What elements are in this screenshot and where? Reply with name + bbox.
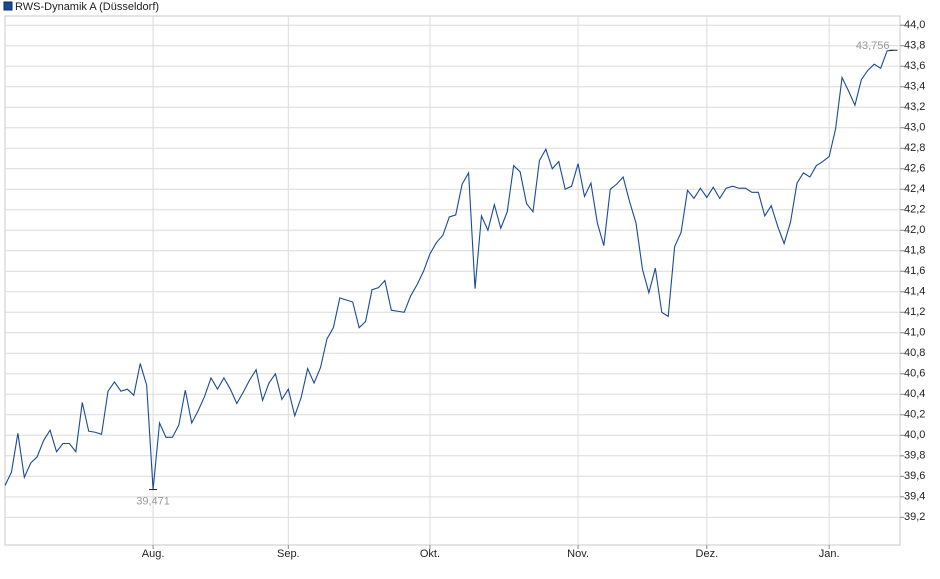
y-tick-label: 39,2 bbox=[904, 511, 925, 523]
legend-label: RWS-Dynamik A (Düsseldorf) bbox=[15, 1, 159, 13]
y-tick-label: 43,0 bbox=[904, 122, 925, 134]
y-tick-label: 43,6 bbox=[904, 60, 925, 72]
y-tick-label: 41,4 bbox=[904, 286, 925, 298]
y-tick-label: 42,8 bbox=[904, 142, 925, 154]
y-tick-label: 42,2 bbox=[904, 204, 925, 216]
y-tick-label: 41,2 bbox=[904, 306, 925, 318]
y-tick-label: 39,6 bbox=[904, 470, 925, 482]
x-tick-label: Dez. bbox=[696, 548, 719, 560]
y-tick-label: 42,4 bbox=[904, 183, 925, 195]
y-tick-label: 40,0 bbox=[904, 429, 925, 441]
x-tick-label: Okt. bbox=[420, 548, 440, 560]
y-tick-label: 41,8 bbox=[904, 245, 925, 257]
y-tick-label: 44,0 bbox=[904, 19, 925, 31]
y-tick-label: 42,6 bbox=[904, 163, 925, 175]
plot-area bbox=[4, 15, 901, 546]
y-tick-label: 40,2 bbox=[904, 409, 925, 421]
y-tick-label: 43,8 bbox=[904, 40, 925, 52]
annotation: 39,471 bbox=[136, 495, 170, 507]
legend-swatch bbox=[3, 1, 13, 11]
y-tick-label: 41,6 bbox=[904, 265, 925, 277]
x-tick-label: Aug. bbox=[142, 548, 165, 560]
annotation: 43,756 bbox=[856, 40, 890, 52]
y-tick-label: 40,4 bbox=[904, 388, 925, 400]
y-tick-label: 43,2 bbox=[904, 101, 925, 113]
y-tick-label: 39,8 bbox=[904, 450, 925, 462]
x-tick-label: Sep. bbox=[277, 548, 300, 560]
y-tick-label: 39,4 bbox=[904, 491, 925, 503]
y-tick-label: 40,6 bbox=[904, 368, 925, 380]
y-tick-label: 42,0 bbox=[904, 224, 925, 236]
x-tick-label: Jan. bbox=[819, 548, 840, 560]
y-tick-label: 41,0 bbox=[904, 327, 925, 339]
x-tick-label: Nov. bbox=[567, 548, 589, 560]
y-tick-label: 43,4 bbox=[904, 81, 925, 93]
y-tick-label: 40,8 bbox=[904, 347, 925, 359]
